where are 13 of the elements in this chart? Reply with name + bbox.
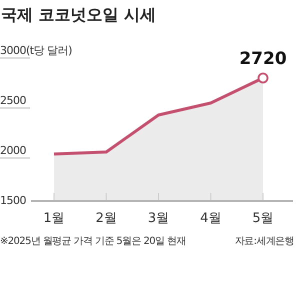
y-tick-label: 2000 <box>0 144 26 157</box>
text: ※2025년 월평균 가격 기준 5월은 20일 현재 <box>0 236 186 247</box>
chart-title: 국제 코코넛오일 시세 <box>1 5 156 24</box>
text: 자료:세계은행 <box>234 236 294 247</box>
annotation: 2720 <box>239 49 287 69</box>
y-tick-label: 1500 <box>0 194 26 207</box>
x-tick-label: 4월 <box>200 211 222 226</box>
y-tick-label: 2500 <box>0 94 26 107</box>
x-tick-label: 2월 <box>96 211 117 226</box>
y-tick-label: 3000(t당 달러) <box>0 44 72 57</box>
x-tick-label: 1월 <box>43 211 65 226</box>
x-tick-label: 3월 <box>148 211 170 226</box>
x-tick-label: 5월 <box>252 211 274 226</box>
